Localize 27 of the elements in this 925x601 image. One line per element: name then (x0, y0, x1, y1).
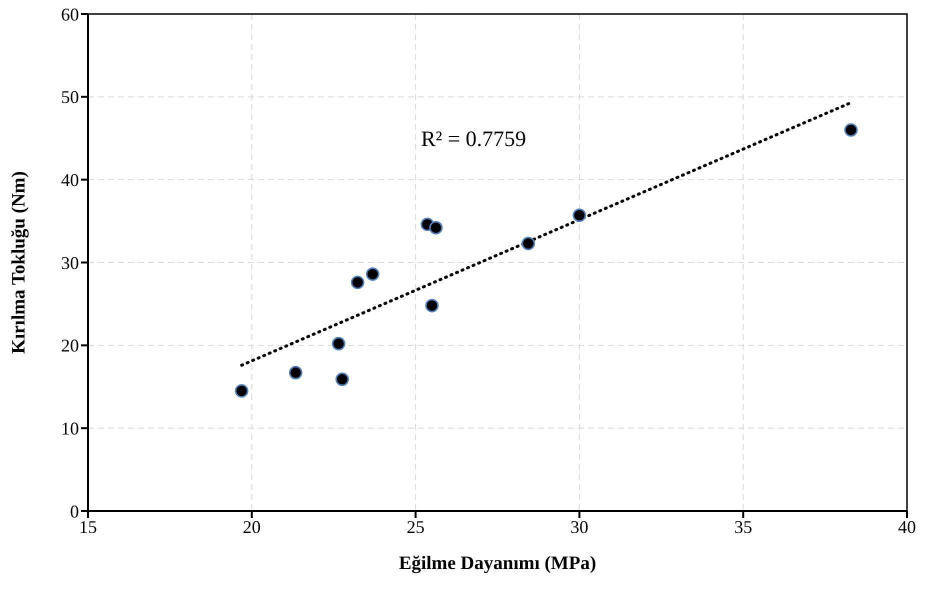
y-tick-label: 0 (70, 501, 79, 522)
y-tick-label: 20 (61, 336, 79, 356)
y-tick-label: 60 (61, 4, 79, 24)
y-tick-label: 30 (61, 252, 79, 273)
x-tick-label: 40 (898, 516, 916, 537)
point (335, 372, 349, 386)
point (844, 123, 858, 137)
y-tick-label: 50 (61, 87, 79, 108)
y-tick-label: 40 (61, 170, 79, 190)
x-tick-label: 25 (406, 516, 425, 537)
x-axis-title: Eğilme Dayanımı (MPa) (398, 553, 596, 574)
x-tick-label: 35 (734, 516, 752, 537)
annotation: R² = 0.7759 (421, 126, 526, 152)
x-tick-label: 15 (79, 516, 97, 537)
x-tick-label: 30 (570, 516, 588, 537)
point (350, 276, 364, 290)
point (572, 208, 586, 222)
point (366, 267, 380, 281)
point (522, 236, 536, 250)
y-axis-title: Kırılma Tokluğu (Nm) (8, 171, 30, 354)
point (288, 366, 302, 380)
point (234, 384, 248, 398)
y-tick-label: 10 (61, 418, 79, 439)
point (332, 336, 346, 350)
point (425, 298, 439, 312)
point (429, 220, 443, 234)
x-tick-label: 20 (242, 516, 261, 537)
